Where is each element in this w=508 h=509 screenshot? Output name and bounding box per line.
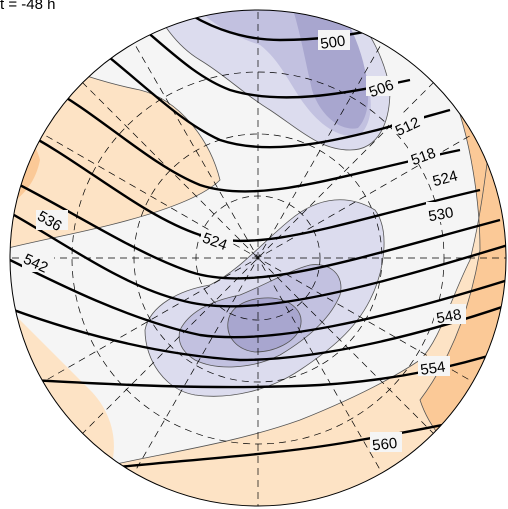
meridian-3 xyxy=(81,81,435,435)
contour-label-530: 530 xyxy=(427,204,455,225)
warm-anomaly-region-south xyxy=(60,120,506,506)
map-boundary xyxy=(9,9,507,507)
contour-line-506 xyxy=(119,10,411,99)
contour-label-backgrounds xyxy=(22,30,466,452)
contour-label-548: 548 xyxy=(435,306,463,327)
contour-line-500 xyxy=(169,10,386,42)
contour-line-548 xyxy=(10,303,506,362)
contour-line-512 xyxy=(79,34,451,149)
meridian-8 xyxy=(35,129,481,387)
plot-title: t = -48 h xyxy=(0,0,56,13)
contour-label-554: 554 xyxy=(419,359,446,379)
meridian-4 xyxy=(81,81,435,435)
contour-line-542 xyxy=(10,253,506,339)
contour-line-530 xyxy=(10,178,501,280)
contour-label-560: 560 xyxy=(371,435,398,455)
contour-line-518 xyxy=(44,83,461,193)
cool-anomaly-core-central xyxy=(227,297,302,352)
contour-label-524-east: 524 xyxy=(431,167,460,190)
contour-label-500: 500 xyxy=(319,33,346,53)
contour-line-536 xyxy=(10,208,506,308)
contour-line-554 xyxy=(29,348,506,389)
